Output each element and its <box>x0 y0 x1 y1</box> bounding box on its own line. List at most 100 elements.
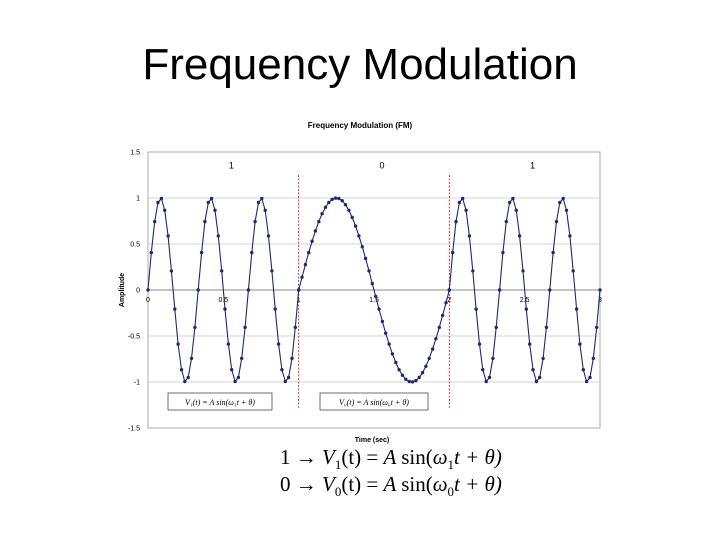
x-tick-label: 1 <box>297 297 301 304</box>
data-point <box>276 342 281 346</box>
data-point <box>484 379 488 384</box>
data-point <box>230 368 234 372</box>
data-point <box>598 288 602 292</box>
data-point <box>447 288 451 292</box>
data-point <box>588 375 592 380</box>
data-point <box>595 325 599 330</box>
data-point <box>280 368 284 372</box>
data-point <box>159 196 164 201</box>
data-point <box>538 375 542 380</box>
data-point <box>250 250 254 255</box>
formula-bit-0: 0 → V0(t) = A sin(ω0t + θ) <box>280 472 502 500</box>
data-point <box>317 219 321 224</box>
data-point <box>397 368 401 372</box>
data-point <box>444 301 448 305</box>
formula-omega: ω <box>432 472 448 496</box>
formula-fn: sin <box>401 472 426 496</box>
x-tick-label: 2 <box>447 297 451 304</box>
data-point <box>199 250 204 255</box>
data-point <box>501 250 505 255</box>
data-point <box>548 288 552 292</box>
data-point <box>400 373 405 377</box>
formula-lhs-var: V <box>322 472 335 496</box>
data-point <box>283 379 287 384</box>
y-tick-label: -1 <box>134 380 140 387</box>
data-point <box>246 288 251 292</box>
data-point <box>467 234 472 238</box>
data-point <box>474 307 478 311</box>
data-point <box>260 196 264 201</box>
data-point <box>173 307 177 311</box>
data-point <box>461 196 465 201</box>
data-point <box>203 219 207 224</box>
data-point <box>183 379 187 384</box>
data-point <box>266 234 271 238</box>
data-point <box>464 208 468 212</box>
x-tick-label: 2.5 <box>520 297 530 304</box>
plot-area: 1.5 1 0.5 0 -0.5 -1 -1.5 0 0.5 1 1.5 2 2.5 3 1 0 1 <box>128 150 602 433</box>
data-point <box>440 313 445 318</box>
formula-bit-1: 1 → V1(t) = A sin(ω1t + θ) <box>280 445 502 473</box>
data-point <box>193 325 197 330</box>
data-point <box>531 368 535 372</box>
formula-arrow: → <box>295 445 317 469</box>
data-point <box>313 229 318 233</box>
data-point <box>297 288 301 292</box>
data-point <box>541 356 545 361</box>
data-point <box>571 269 575 273</box>
data-point <box>497 288 502 292</box>
data-point <box>330 197 334 202</box>
data-point <box>578 342 582 346</box>
data-point <box>300 275 304 279</box>
data-point <box>370 281 374 286</box>
data-point <box>206 200 210 205</box>
data-point <box>256 200 261 205</box>
formula-fn: sin <box>401 445 426 469</box>
data-point <box>233 379 237 384</box>
x-tick-label: 0 <box>146 297 150 304</box>
data-point <box>414 378 418 383</box>
data-point <box>561 196 565 201</box>
data-point <box>253 219 257 224</box>
data-point <box>320 212 324 216</box>
legend-equation: V₁(t) = A sin(ω₁t + θ) <box>185 398 255 407</box>
slide-title: Frequency Modulation <box>142 40 578 89</box>
x-tick-label: 0.5 <box>218 297 228 304</box>
data-point <box>380 319 385 324</box>
data-point <box>333 196 338 200</box>
data-point <box>491 356 495 361</box>
data-point <box>384 331 388 335</box>
formula-bit: 0 <box>280 472 291 496</box>
data-point <box>243 325 247 330</box>
data-point <box>347 208 351 212</box>
data-point <box>410 380 415 384</box>
data-point <box>186 375 190 380</box>
formula-lhs-sub: 0 <box>334 484 342 500</box>
data-point <box>524 307 528 311</box>
y-axis-label: Amplitude <box>119 273 126 307</box>
data-point <box>273 307 277 311</box>
x-tick-label: 3 <box>598 297 602 304</box>
data-point <box>350 215 354 220</box>
formula-lhs-var: V <box>322 445 335 469</box>
data-point <box>544 325 549 330</box>
y-tick-label: 0.5 <box>130 242 140 249</box>
data-point <box>176 342 180 346</box>
data-point <box>504 219 508 224</box>
data-point <box>558 200 562 205</box>
data-point <box>521 269 525 273</box>
data-point <box>363 256 368 261</box>
data-point <box>343 203 348 207</box>
bit-label: 0 <box>379 161 384 171</box>
data-point <box>564 208 569 212</box>
data-point <box>454 219 458 224</box>
data-point <box>156 200 160 205</box>
data-point <box>514 208 518 212</box>
data-point <box>420 371 425 375</box>
data-point <box>581 368 585 372</box>
data-point <box>360 245 364 249</box>
data-point <box>226 342 231 346</box>
data-point <box>196 288 200 292</box>
data-point <box>209 196 214 201</box>
